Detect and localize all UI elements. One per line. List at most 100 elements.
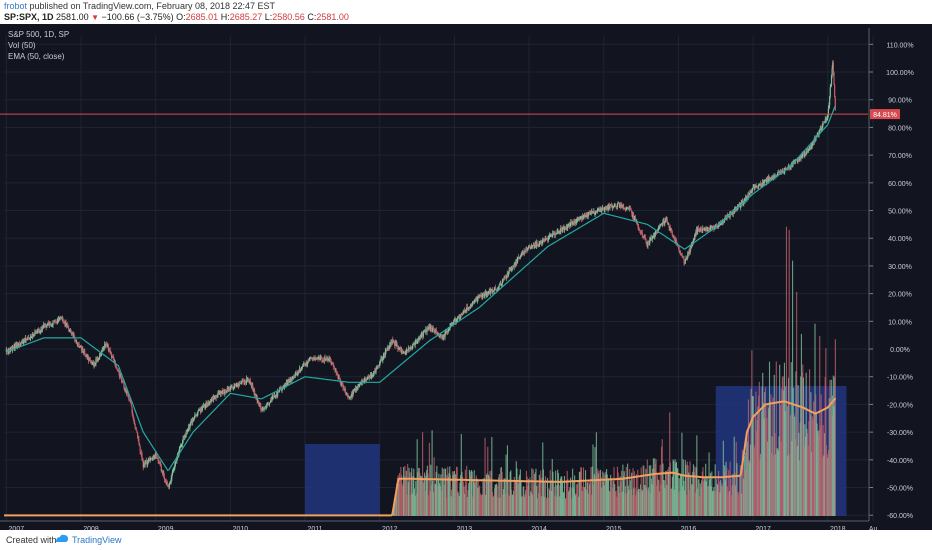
candle-body xyxy=(321,360,324,362)
candle-body xyxy=(210,400,212,402)
candle-body xyxy=(618,203,620,204)
candle-body xyxy=(57,319,59,322)
candle-body xyxy=(220,391,222,395)
candle-body xyxy=(828,104,830,109)
candle-body xyxy=(807,149,809,151)
volume-bar xyxy=(756,430,758,516)
candle-body xyxy=(264,406,266,408)
candle-body xyxy=(14,344,16,347)
candle-body xyxy=(230,386,232,389)
candle-body xyxy=(331,363,334,364)
candle-body xyxy=(244,380,246,383)
candle-body xyxy=(392,341,395,343)
volume-bar xyxy=(624,493,626,516)
candle-body xyxy=(15,344,17,349)
candle-body xyxy=(338,376,340,378)
candle-body xyxy=(389,345,391,347)
candle-body xyxy=(89,359,91,362)
last-price: 2581.00 xyxy=(56,12,89,22)
candle-body xyxy=(405,351,407,355)
volume-bar xyxy=(828,398,830,516)
candle-body xyxy=(464,310,466,312)
tradingview-brand[interactable]: TradingView xyxy=(72,535,122,545)
candle-body xyxy=(440,334,442,338)
candle-body xyxy=(582,216,584,219)
candle-body xyxy=(376,367,378,369)
candle-body xyxy=(245,382,247,384)
x-tick-label: 2011 xyxy=(308,526,323,530)
candle-body xyxy=(602,207,604,209)
candle-body xyxy=(103,346,105,348)
volume-bar xyxy=(657,479,659,516)
volume-bar xyxy=(691,484,693,516)
candle-body xyxy=(562,227,564,228)
candle-body xyxy=(481,296,484,298)
volume-bar xyxy=(503,478,505,516)
candle-body xyxy=(832,62,834,69)
volume-bar xyxy=(508,496,511,516)
candle-body xyxy=(118,371,120,373)
candle-body xyxy=(206,403,208,405)
volume-bar xyxy=(554,495,556,516)
candle-body xyxy=(535,243,537,247)
candle-body xyxy=(441,337,443,339)
candle-body xyxy=(789,166,792,169)
volume-bar xyxy=(472,496,474,516)
candle-body xyxy=(296,374,299,376)
candle-body xyxy=(104,343,106,348)
volume-bar xyxy=(541,477,543,516)
candle-body xyxy=(524,251,526,253)
candle-body xyxy=(111,356,113,357)
price-chart[interactable]: 84.81% 110.00%100.00%90.00%80.00%70.00%6… xyxy=(0,24,932,533)
candle-body xyxy=(679,250,681,253)
candle-body xyxy=(310,357,312,359)
volume-bar xyxy=(540,470,542,516)
candle-body xyxy=(825,119,827,120)
volume-bar xyxy=(702,467,704,516)
volume-bar xyxy=(790,415,792,516)
volume-bar xyxy=(672,459,674,516)
candle-body xyxy=(5,349,7,352)
candle-body xyxy=(644,236,646,238)
candle-body xyxy=(319,357,321,359)
candle-body xyxy=(533,245,535,246)
open-label: O: xyxy=(176,12,186,22)
candle-body xyxy=(773,175,775,178)
candle-body xyxy=(112,356,114,358)
candle-body xyxy=(255,394,257,398)
volume-bar xyxy=(430,484,432,516)
volume-bar xyxy=(725,461,727,516)
volume-bar xyxy=(538,492,540,516)
volume-bar xyxy=(456,467,458,516)
volume-bar xyxy=(635,495,637,516)
candle-body xyxy=(255,395,258,398)
author-link[interactable]: frobot xyxy=(4,1,28,11)
candle-body xyxy=(303,363,306,365)
candle-body xyxy=(121,380,123,382)
volume-bar xyxy=(754,414,756,516)
volume-bar xyxy=(830,379,832,516)
candle-body xyxy=(146,463,148,465)
candle-body xyxy=(149,458,151,461)
volume-bar xyxy=(661,439,663,516)
volume-bar xyxy=(486,473,488,516)
candle-body xyxy=(605,207,607,209)
volume-bar xyxy=(471,471,473,516)
volume-bar xyxy=(423,478,425,516)
candle-body xyxy=(108,348,110,350)
candle-body xyxy=(527,247,529,251)
candle-body xyxy=(467,308,469,309)
volume-bar xyxy=(708,452,710,516)
volume-bar xyxy=(525,470,528,516)
candle-body xyxy=(161,470,163,472)
volume-bar xyxy=(461,471,463,516)
candle-body xyxy=(242,380,244,382)
candle-body xyxy=(215,396,217,398)
volume-bar xyxy=(614,491,616,516)
candle-body xyxy=(408,348,411,349)
volume-bar xyxy=(531,468,533,516)
chart-area[interactable]: 84.81% 110.00% 100.00% 90.00% 80.00% 70.00% 6… xyxy=(0,24,932,533)
candle-body xyxy=(372,374,374,376)
candle-body xyxy=(450,324,452,326)
candle-body xyxy=(744,198,746,202)
